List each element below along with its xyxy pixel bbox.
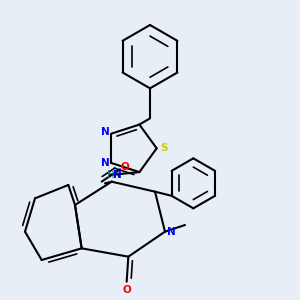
Text: N: N xyxy=(101,158,110,168)
Text: N: N xyxy=(167,227,176,237)
Text: O: O xyxy=(122,285,131,295)
Text: N: N xyxy=(113,170,122,180)
Text: H: H xyxy=(107,170,114,180)
Text: N: N xyxy=(101,127,110,137)
Text: S: S xyxy=(160,143,168,153)
Text: O: O xyxy=(121,162,129,172)
